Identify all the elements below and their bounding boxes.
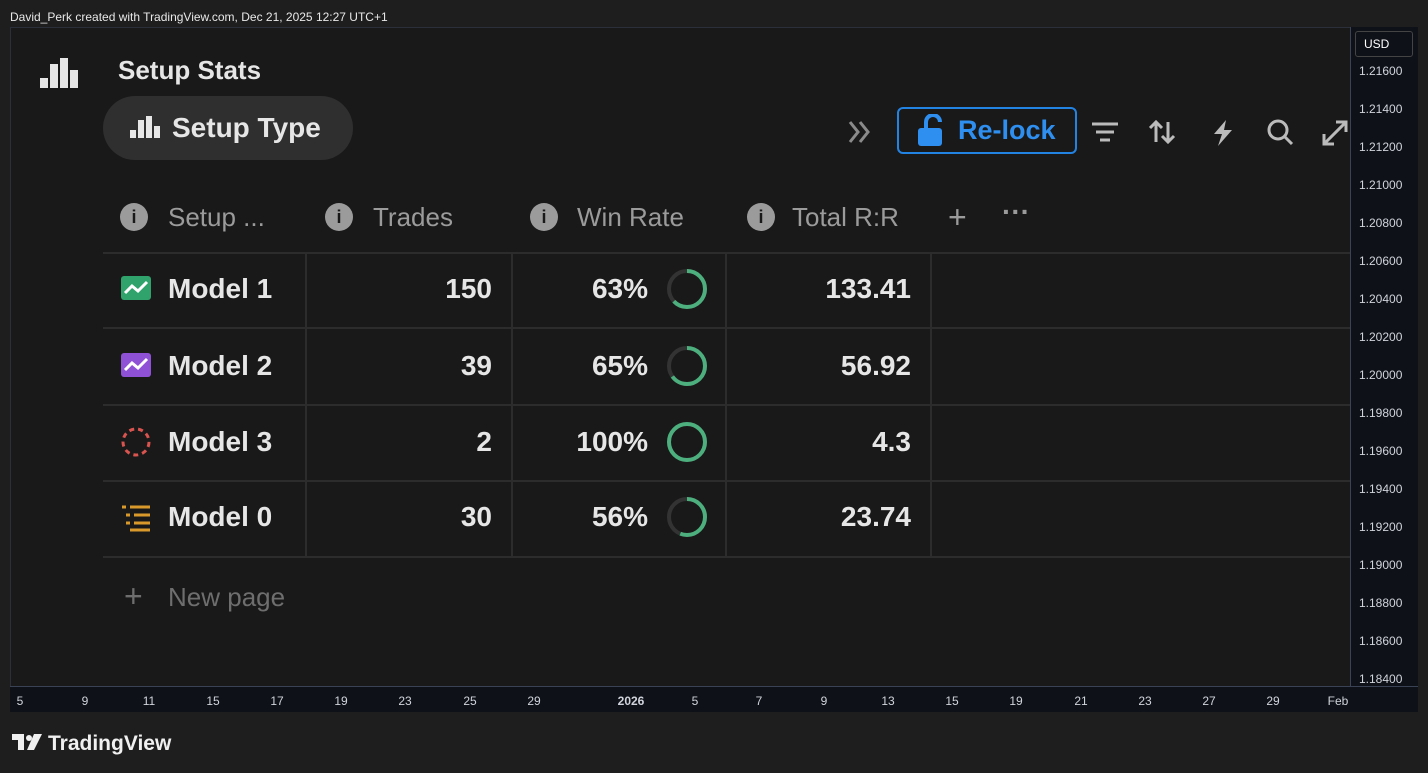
info-icon: i: [530, 203, 558, 231]
price-label: 1.19200: [1359, 520, 1403, 534]
row-line: [103, 556, 1350, 558]
win-rate-ring: [667, 346, 707, 386]
time-label: 23: [1138, 694, 1152, 708]
column-line: [305, 252, 307, 556]
win-rate-arc: [667, 497, 707, 537]
time-label: 15: [945, 694, 959, 708]
row-icon: [121, 353, 151, 377]
add-column-icon: +: [948, 199, 967, 235]
price-label: 1.21600: [1359, 64, 1403, 78]
win-rate-ring: [667, 269, 707, 309]
time-label: 15: [206, 694, 220, 708]
price-label: 1.19000: [1359, 558, 1403, 572]
panel-title: Setup Stats: [118, 55, 262, 85]
win-rate-arc: [667, 422, 707, 462]
row-icon: [122, 505, 150, 532]
tab-label[interactable]: Setup Type: [172, 112, 321, 143]
time-label: 13: [881, 694, 895, 708]
time-label: Feb: [1327, 694, 1349, 708]
price-label: 1.19400: [1359, 482, 1403, 496]
time-label: 25: [463, 694, 477, 708]
row-name: Model 0: [168, 501, 273, 532]
tv-logo: [12, 734, 42, 750]
toolbar-icons: [848, 119, 1348, 146]
win-rate-arc: [667, 346, 707, 386]
relock-label[interactable]: Re-lock: [958, 115, 1056, 145]
time-label: 21: [1074, 694, 1088, 708]
time-label: 27: [1202, 694, 1216, 708]
trades: 2: [476, 426, 492, 457]
time-label: 29: [1266, 694, 1280, 708]
relock-button[interactable]: [897, 107, 1077, 154]
chart-icon: [40, 58, 78, 88]
tab[interactable]: [103, 96, 353, 160]
time-label: 11: [142, 694, 156, 708]
total-rr: 133.41: [825, 273, 911, 304]
trades: 150: [445, 273, 492, 304]
price-label: 1.21400: [1359, 102, 1403, 116]
time-label: 7: [755, 694, 763, 708]
currency[interactable]: USD: [1355, 31, 1413, 57]
price-label: 1.20000: [1359, 368, 1403, 382]
win-rate: 100%: [576, 426, 648, 457]
info-icon: i: [120, 203, 148, 231]
total-rr: 23.74: [840, 501, 911, 532]
info-icon: i: [747, 203, 775, 231]
brand: TradingView: [48, 732, 172, 755]
time-label: 5: [691, 694, 699, 708]
price-label: 1.20400: [1359, 292, 1403, 306]
time-label: 19: [1009, 694, 1023, 708]
time-label: 5: [16, 694, 24, 708]
price-label: 1.21200: [1359, 140, 1403, 154]
row-icon: [121, 427, 151, 457]
lock-icon: [918, 114, 942, 146]
win-rate-ring: [667, 497, 707, 537]
price-label: 1.19800: [1359, 406, 1403, 420]
total-rr: 4.3: [872, 426, 911, 457]
column-line: [511, 252, 513, 556]
credit: David_Perk created with TradingView.com,…: [10, 10, 388, 24]
row-name: Model 3: [168, 426, 273, 457]
add-row-icon: +: [124, 578, 143, 614]
column-header: Win Rate: [577, 202, 684, 232]
time-label: 29: [527, 694, 541, 708]
price-label: 1.18600: [1359, 634, 1403, 648]
time-label: 9: [820, 694, 828, 708]
time-label: 2026: [617, 694, 645, 708]
more-icon: ···: [1002, 196, 1030, 227]
trades: 30: [460, 501, 492, 532]
price-label: 1.18400: [1359, 672, 1403, 686]
price-label: 1.19600: [1359, 444, 1403, 458]
column-line: [930, 252, 932, 556]
price-label: 1.21000: [1359, 178, 1403, 192]
win-rate-arc: [667, 269, 707, 309]
new-page[interactable]: New page: [168, 582, 286, 612]
tab-icon: [130, 116, 160, 138]
time-label: 23: [398, 694, 412, 708]
price-axis: USD 1.21600 1.21400 1.21200 1.21000 1.20800 1…: [1350, 27, 1418, 686]
row-name: Model 2: [168, 350, 273, 381]
price-label: 1.20800: [1359, 216, 1403, 230]
price-label: 1.20600: [1359, 254, 1403, 268]
total-rr: 56.92: [840, 350, 911, 381]
win-rate: 63%: [591, 273, 648, 304]
trades: 39: [460, 350, 492, 381]
column-header: Total R:R: [792, 202, 899, 232]
price-label: 1.18800: [1359, 596, 1403, 610]
row-icon: [121, 276, 151, 300]
win-rate: 56%: [591, 501, 648, 532]
column-header: Setup ...: [168, 202, 265, 232]
price-label: 1.20200: [1359, 330, 1403, 344]
time-label: 9: [81, 694, 89, 708]
row-name: Model 1: [168, 273, 273, 304]
column-header: Trades: [373, 202, 453, 232]
time-axis: 5 9 11 15 17 19 23 25 29 2026 5 7 9 13 15 19 21 23 27 29 Feb: [10, 686, 1418, 712]
time-label: 19: [334, 694, 348, 708]
time-label: 17: [270, 694, 284, 708]
win-rate-ring: [667, 422, 707, 462]
info-icon: i: [325, 203, 353, 231]
column-line: [725, 252, 727, 556]
win-rate: 65%: [591, 350, 648, 381]
